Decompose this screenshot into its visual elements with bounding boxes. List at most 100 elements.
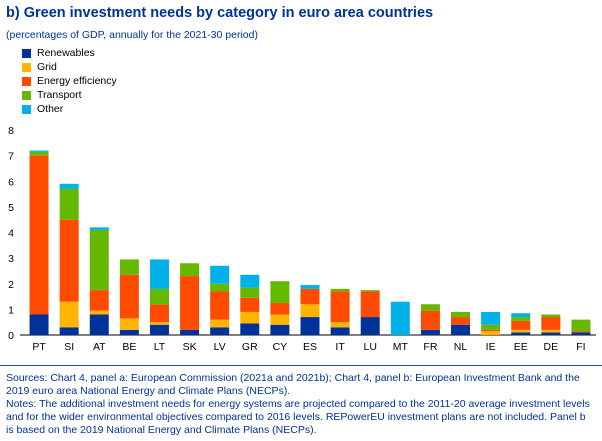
bar-segment-renewables <box>240 323 260 335</box>
bar-segment-transport <box>541 314 561 318</box>
bar-segment-renewables <box>180 329 200 335</box>
bar-segment-other <box>89 227 109 230</box>
x-tick-label: LV <box>214 341 226 353</box>
y-tick-label: 3 <box>8 253 14 265</box>
bar-segment-renewables <box>59 327 79 335</box>
x-tick-label: SI <box>64 341 74 353</box>
bar-segment-transport <box>180 263 200 277</box>
y-tick-label: 5 <box>8 202 14 214</box>
bar-segment-renewables <box>29 314 49 335</box>
x-tick-label: NL <box>454 341 468 353</box>
bar-segment-grid <box>59 301 79 328</box>
x-tick-label: CY <box>273 341 288 353</box>
bar-segment-grid <box>541 329 561 333</box>
chart-legend: Renewables Grid Energy efficiency Transport… <box>22 46 117 116</box>
bar-segment-renewables <box>420 329 440 335</box>
bar-segment-other <box>240 274 260 288</box>
bar-segment-energy-efficiency <box>210 291 230 320</box>
x-tick-label: EE <box>514 341 528 353</box>
y-tick-label: 4 <box>8 228 14 240</box>
chart-footer: Sources: Chart 4, panel a: European Comm… <box>0 365 602 437</box>
x-tick-label: GR <box>242 341 258 353</box>
bar-segment-energy-efficiency <box>571 331 591 333</box>
bar-segment-renewables <box>571 332 591 335</box>
bar-segment-energy-efficiency <box>180 276 200 330</box>
x-tick-label: ES <box>303 341 317 353</box>
bar-segment-other <box>511 313 531 318</box>
bar-segment-energy-efficiency <box>149 304 169 323</box>
bar-segment-renewables <box>541 332 561 335</box>
x-tick-label: SK <box>183 341 197 353</box>
bar-segment-grid <box>149 322 169 325</box>
y-tick-label: 8 <box>8 125 14 137</box>
bar-segment-renewables <box>270 324 290 335</box>
bar-segment-other <box>29 150 49 152</box>
bar-segment-energy-efficiency <box>451 317 471 325</box>
y-tick-label: 2 <box>8 279 14 291</box>
stacked-bar-chart: 0 1 2 3 4 5 6 7 8 PT SI AT BE LT SK LV GR CY ES IT LU MT FR NL I… <box>8 125 596 353</box>
bar-segment-renewables <box>210 327 230 335</box>
legend-item-renewables: Renewables <box>22 46 117 60</box>
legend-label: Renewables <box>37 47 95 59</box>
bar-segment-transport <box>511 317 531 321</box>
bar-segment-other <box>390 301 410 335</box>
bar-segment-energy-efficiency <box>511 320 531 330</box>
legend-item-transport: Transport <box>22 88 117 102</box>
bar-segment-grid <box>270 314 290 325</box>
bar-segment-other <box>149 259 169 289</box>
bar-segment-renewables <box>89 314 109 335</box>
legend-item-grid: Grid <box>22 60 117 74</box>
bar-segment-renewables <box>330 327 350 335</box>
bar-segment-other <box>210 265 230 284</box>
y-tick-label: 7 <box>8 151 14 163</box>
legend-swatch <box>22 90 31 100</box>
bar-segment-transport <box>451 311 471 318</box>
bar-segment-grid <box>300 304 320 318</box>
bar-segment-energy-efficiency <box>89 290 109 311</box>
legend-item-energy-efficiency: Energy efficiency <box>22 74 117 88</box>
bar-segment-energy-efficiency <box>420 310 440 330</box>
x-tick-label: FR <box>423 341 437 353</box>
bar-segment-transport <box>149 288 169 305</box>
chart-subtitle: (percentages of GDP, annually for the 20… <box>6 29 258 41</box>
bar-segment-renewables <box>451 324 471 335</box>
x-tick-label: PT <box>32 341 46 353</box>
legend-swatch <box>22 48 31 58</box>
bar-segment-transport <box>270 281 290 303</box>
bar-segment-other <box>481 311 501 325</box>
y-tick-label: 0 <box>8 330 14 342</box>
bar-segment-energy-efficiency <box>360 291 380 318</box>
bar-segment-renewables <box>119 329 139 335</box>
bar-segment-grid <box>210 319 230 328</box>
bar-segment-transport <box>481 324 501 330</box>
bar-segment-grid <box>240 311 260 324</box>
bar-segment-grid <box>89 310 109 315</box>
legend-label: Other <box>37 103 64 115</box>
bar-segment-energy-efficiency <box>541 317 561 330</box>
bar-segment-other <box>59 183 79 189</box>
bar-segment-transport <box>89 229 109 291</box>
bar-segment-renewables <box>149 324 169 335</box>
legend-swatch <box>22 62 31 72</box>
bar-segment-renewables <box>511 332 531 335</box>
y-tick-label: 6 <box>8 176 14 188</box>
legend-label: Transport <box>37 89 82 101</box>
bar-segment-transport <box>119 259 139 275</box>
bar-segment-energy-efficiency <box>240 297 260 312</box>
legend-item-other: Other <box>22 102 117 116</box>
x-tick-label: DE <box>544 341 559 353</box>
x-tick-label: IT <box>335 341 345 353</box>
chart-title: b) Green investment needs by category in… <box>6 5 434 21</box>
sources-note: Sources: Chart 4, panel a: European Comm… <box>6 372 580 397</box>
notes-text: Notes: The additional investment needs f… <box>6 398 590 436</box>
bar-segment-renewables <box>300 317 320 335</box>
legend-swatch <box>22 76 31 86</box>
bar-segment-energy-efficiency <box>119 274 139 319</box>
x-tick-label: LT <box>154 341 166 353</box>
bar-segment-transport <box>59 188 79 220</box>
legend-label: Energy efficiency <box>37 75 117 87</box>
bar-segment-grid <box>511 329 531 333</box>
x-tick-label: LU <box>363 341 376 353</box>
bar-segment-transport <box>330 288 350 292</box>
bar-segment-other <box>300 285 320 289</box>
